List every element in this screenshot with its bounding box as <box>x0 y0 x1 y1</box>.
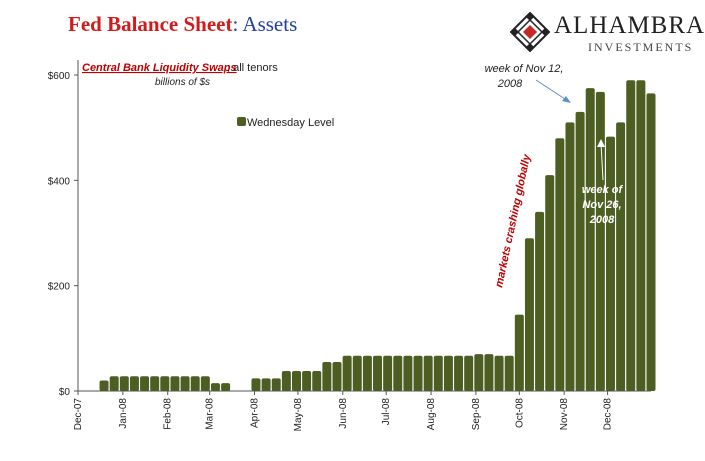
bar <box>291 370 301 391</box>
annotation-nov12: week of Nov 12, 2008 <box>485 63 571 103</box>
bar <box>261 378 271 391</box>
bar <box>545 175 555 391</box>
bar <box>504 355 514 391</box>
bar <box>373 355 383 391</box>
bar <box>616 122 626 392</box>
x-tick-label: Oct-08 <box>514 398 525 428</box>
bar <box>352 355 362 391</box>
y-tick-label: $600 <box>48 71 71 82</box>
bar <box>210 383 220 391</box>
bar <box>190 376 200 391</box>
x-tick-label: Aug-08 <box>426 398 437 431</box>
x-tick-label: Mar-08 <box>205 398 216 430</box>
page-title: Fed Balance Sheet: Assets <box>68 12 297 37</box>
bar <box>200 376 210 391</box>
annotation-nov26-arrowhead <box>597 139 605 147</box>
x-tick-label: Dec-07 <box>73 398 84 431</box>
bar <box>514 314 524 391</box>
bar <box>251 378 261 391</box>
bar <box>312 370 322 391</box>
x-tick-label: Feb-08 <box>163 398 174 430</box>
x-tick-label: Dec-08 <box>603 398 614 431</box>
bar <box>150 376 160 391</box>
legend-label: Wednesday Level <box>247 117 334 129</box>
bar <box>221 383 231 391</box>
bar <box>129 376 139 391</box>
bar <box>302 370 312 391</box>
legend: Wednesday Level <box>237 117 334 129</box>
bar <box>342 355 352 391</box>
bar <box>585 88 595 392</box>
page-title-suffix: : Assets <box>232 12 298 36</box>
annotation-nov26-arrow <box>600 142 604 181</box>
bar <box>140 376 150 391</box>
x-axis: Dec-07 Jan-08 Feb-08 Mar-08 Apr-08 May-08 Jun-… <box>73 390 651 432</box>
chart-title: Central Bank Liquidity Swaps <box>82 62 237 74</box>
bar <box>99 380 109 391</box>
bar <box>332 362 342 391</box>
bar <box>271 378 281 391</box>
bar <box>403 355 413 391</box>
x-tick-label: May-08 <box>293 398 304 432</box>
logo-name: ALHAMBRA <box>554 12 705 39</box>
bars <box>99 80 656 392</box>
bar <box>423 355 433 391</box>
alhambra-diamond-icon <box>510 12 550 52</box>
bar <box>180 376 190 391</box>
bar <box>119 376 129 391</box>
bar <box>494 355 504 391</box>
bar <box>170 376 180 391</box>
annotation-nov26-line3: 2008 <box>589 214 615 226</box>
bar <box>636 80 646 392</box>
x-tick-label: Sep-08 <box>471 398 482 431</box>
bar <box>626 80 636 392</box>
legend-swatch <box>237 117 246 126</box>
x-tick-label: Jun-08 <box>338 398 349 429</box>
bar <box>383 355 393 391</box>
annotation-nov26-line2: Nov 26, <box>582 199 621 211</box>
x-tick-label: Jan-08 <box>118 398 129 429</box>
bar <box>575 111 585 391</box>
bar <box>646 93 656 391</box>
y-axis: $0 $200 $400 $600 <box>48 60 79 398</box>
bar <box>393 355 403 391</box>
bar <box>433 355 443 391</box>
bar <box>555 138 565 391</box>
alhambra-logo: ALHAMBRA INVESTMENTS <box>508 10 704 56</box>
annotation-nov12-arrow <box>535 79 569 102</box>
annotation-nov12-arrowhead <box>562 96 571 103</box>
bar <box>474 354 484 391</box>
bar <box>524 238 534 391</box>
bar <box>484 354 494 391</box>
page-title-main: Fed Balance Sheet <box>68 12 233 36</box>
annotation-nov26-line1: week of <box>582 184 624 196</box>
bar <box>322 362 332 391</box>
logo-sub: INVESTMENTS <box>588 40 694 54</box>
annotation-nov26: week of Nov 26, 2008 <box>582 139 624 226</box>
annotation-nov12-line1: week of Nov 12, <box>485 63 564 75</box>
bar <box>413 355 423 391</box>
bar <box>281 370 291 391</box>
bar <box>464 355 474 391</box>
y-tick-label: $200 <box>48 282 71 293</box>
bar <box>160 376 170 391</box>
bar <box>535 211 545 391</box>
x-tick-label: Apr-08 <box>250 398 261 428</box>
bar <box>454 355 464 391</box>
chart-subtitle: billions of $s <box>155 77 210 88</box>
x-tick-label: Jul-08 <box>381 398 392 426</box>
annotation-nov12-line2: 2008 <box>497 78 523 90</box>
y-tick-label: $0 <box>59 387 71 398</box>
x-tick-label: Nov-08 <box>559 398 570 431</box>
bar <box>362 355 372 391</box>
bar <box>595 91 605 391</box>
bar <box>565 122 575 392</box>
bar <box>443 355 453 391</box>
bar <box>605 136 615 391</box>
y-tick-label: $400 <box>48 176 71 187</box>
chart-title-suffix: ; all tenors <box>227 62 278 74</box>
bar <box>109 376 119 391</box>
